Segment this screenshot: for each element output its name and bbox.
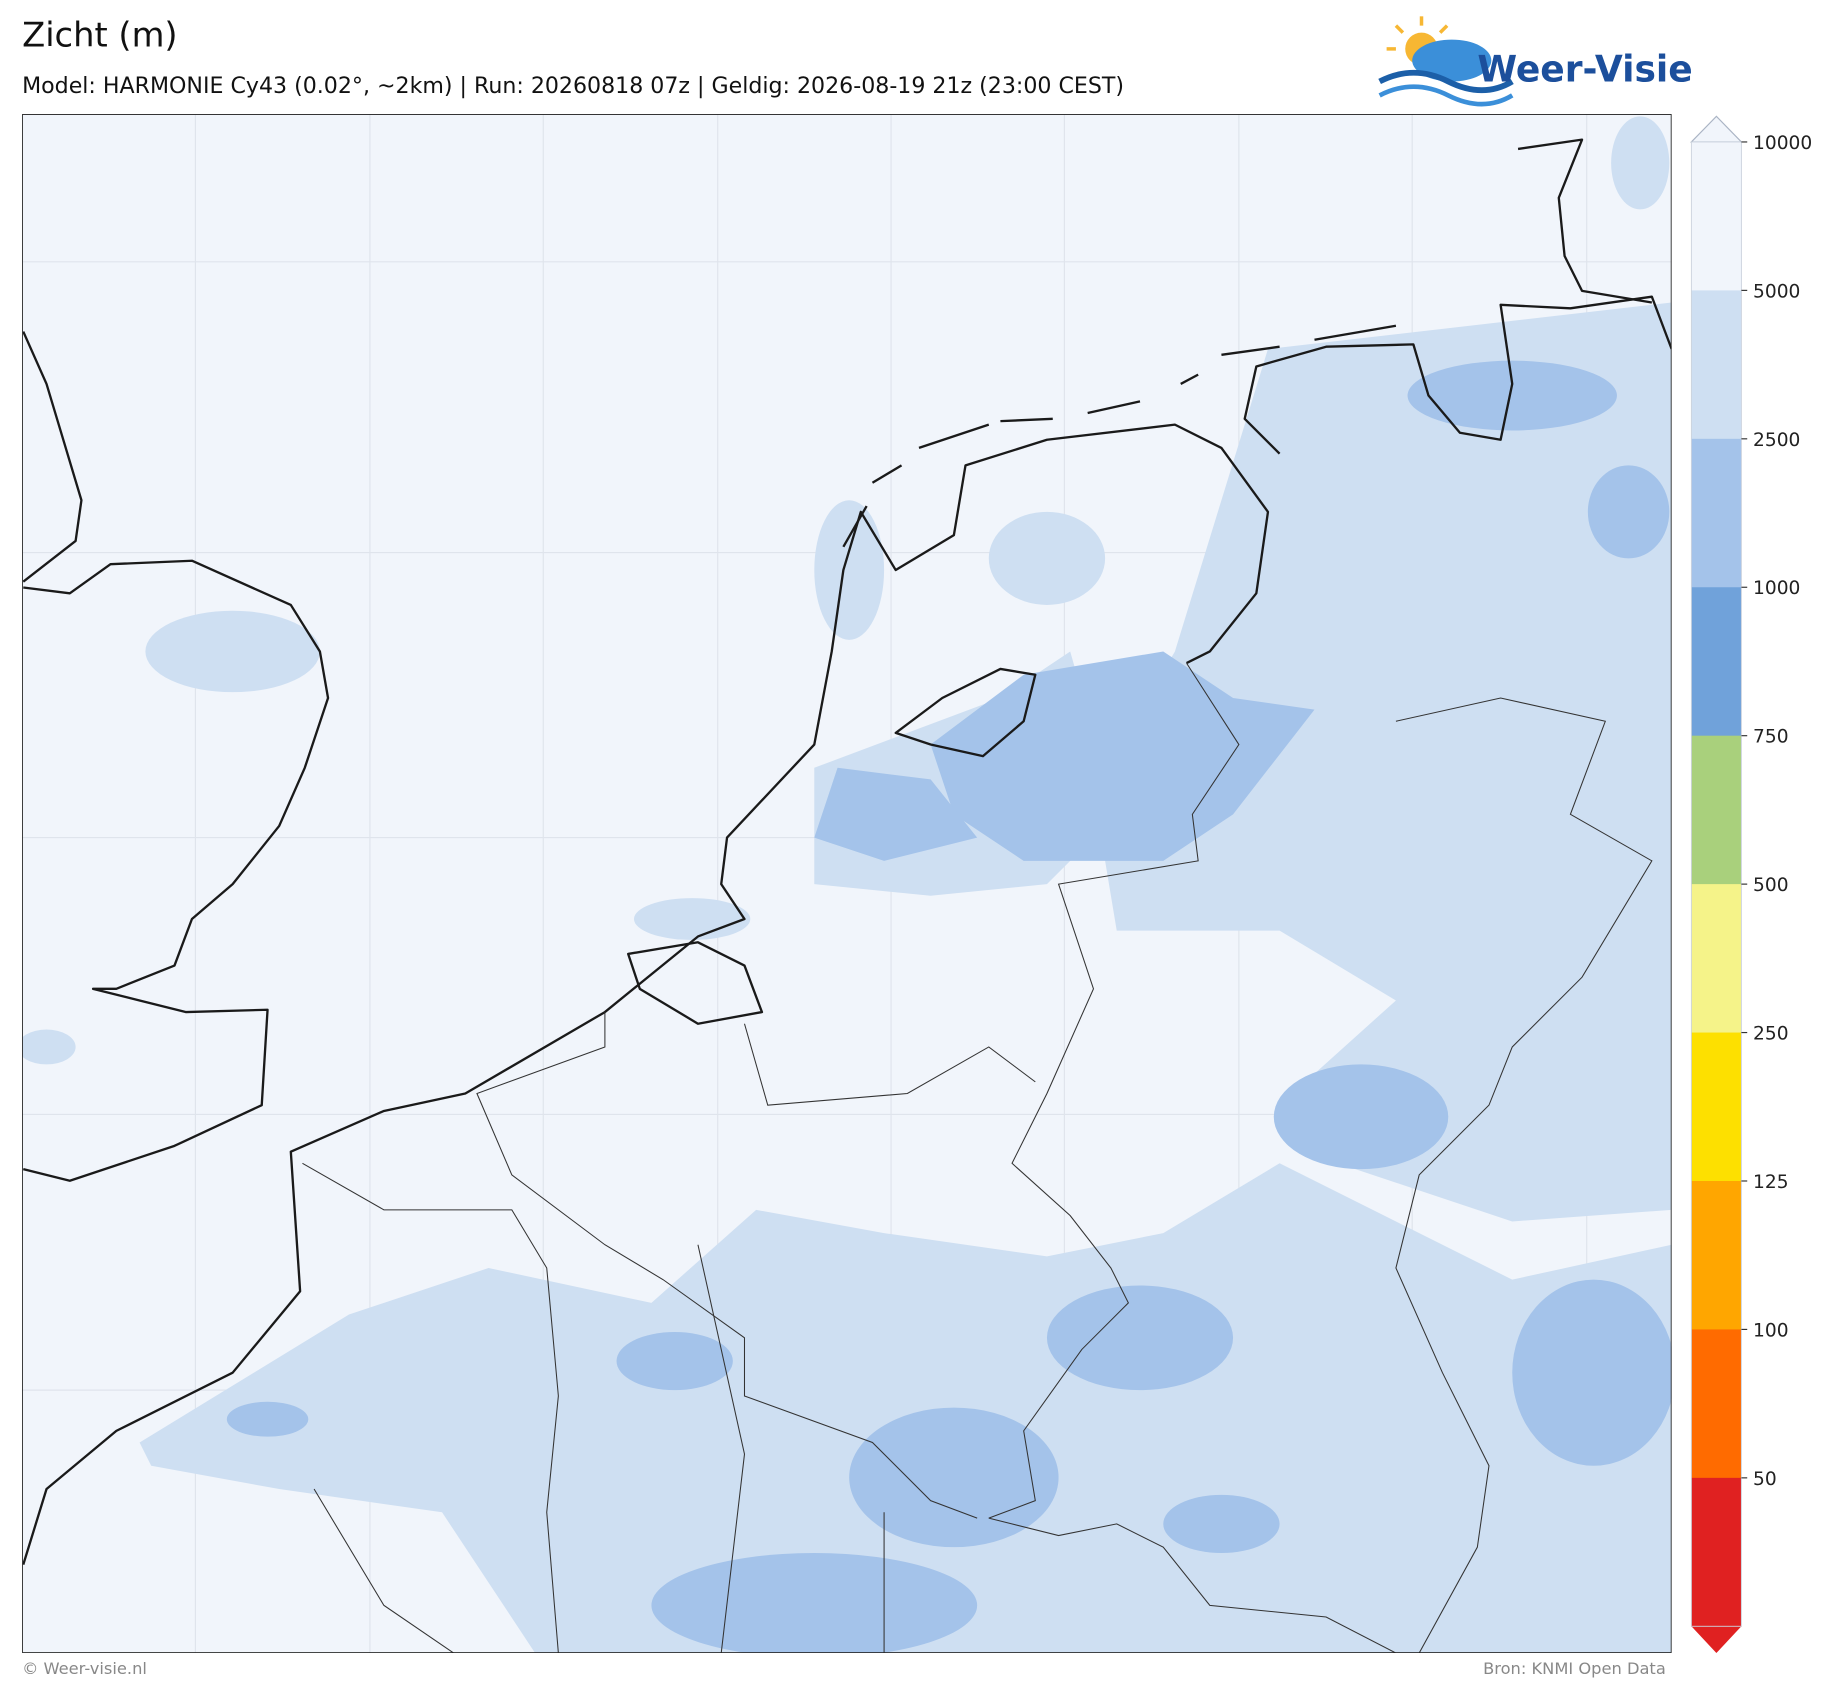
colorbar-label: 250	[1753, 1024, 1789, 1045]
colorbar-label: 5000	[1753, 281, 1800, 302]
colorbar-segment	[1691, 438, 1742, 588]
logo-cloud	[1412, 39, 1492, 82]
footer-left: © Weer-visie.nl	[22, 1659, 147, 1678]
colorbar-label: 125	[1753, 1172, 1789, 1193]
colorbar-extension	[1691, 1626, 1742, 1654]
borders	[302, 662, 1653, 1654]
colorbar-segment	[1691, 1180, 1742, 1331]
colorbar-segment	[1691, 587, 1742, 737]
map	[22, 114, 1672, 1654]
colorbar-label: 100	[1753, 1320, 1789, 1341]
colorbar-label: 1000	[1753, 578, 1800, 599]
colorbar-label: 10000	[1753, 133, 1812, 154]
colorbar-segment	[1691, 141, 1742, 291]
colorbar: 10000 5000 2500 1000 750 500 250 125 100 50	[1690, 115, 1812, 1654]
footer-right: Bron: KNMI Open Data	[1483, 1659, 1666, 1678]
logo-wave	[1378, 69, 1514, 93]
logo-wave	[1378, 84, 1514, 107]
colorbar-label: 500	[1753, 875, 1789, 896]
coastline	[22, 138, 1672, 1565]
subtitle: Model: HARMONIE Cy43 (0.02°, ~2km) | Run…	[22, 73, 1124, 99]
visibility-field	[22, 116, 1672, 1654]
logo-text: Weer-Visie	[1477, 48, 1692, 90]
colorbar-extension	[1690, 115, 1743, 143]
colorbar-segment	[1691, 1477, 1742, 1627]
logo: Weer-Visie	[1378, 16, 1693, 107]
colorbar-label: 50	[1753, 1469, 1777, 1490]
colorbar-label: 2500	[1753, 430, 1800, 451]
colorbar-segment	[1691, 1032, 1742, 1182]
title: Zicht (m)	[22, 16, 177, 55]
colorbar-segment	[1691, 1329, 1742, 1479]
colorbar-segment	[1691, 735, 1742, 885]
logo-rays	[1386, 16, 1449, 51]
colorbar-segment	[1691, 290, 1742, 440]
colorbar-label: 750	[1753, 727, 1789, 748]
colorbar-segment	[1691, 884, 1742, 1034]
